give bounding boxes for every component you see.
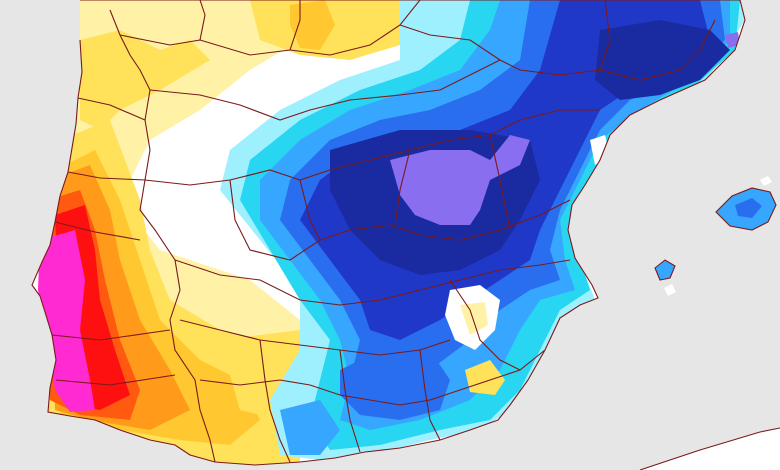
border-north-3 — [289, 0, 421, 56]
temperature-field — [38, 0, 776, 470]
north-africa-coast — [640, 428, 780, 470]
border-south-3 — [199, 369, 521, 406]
border-east-1 — [449, 279, 546, 371]
hot-zone-magenta-small-south — [60, 378, 82, 405]
border-mallorca — [715, 187, 777, 231]
border-central-1 — [149, 59, 501, 121]
border-north-4 — [399, 0, 611, 76]
border-central-6 — [489, 134, 511, 231]
cold-zone-sky-south — [280, 400, 340, 455]
border-portugal-internal-5 — [55, 374, 176, 386]
warm-zone-orange-patch-north — [290, 0, 335, 50]
border-south-6 — [419, 349, 441, 441]
cold-zone-navy-northeast — [595, 20, 730, 100]
coldest-zone-lavender-northeast — [725, 32, 740, 48]
formentera-island — [664, 284, 676, 296]
border-portugal-spain — [109, 9, 216, 463]
border-central-3 — [229, 179, 571, 261]
cold-zone-ibiza — [655, 260, 675, 280]
border-south-4 — [259, 339, 291, 463]
regional-borders — [31, 0, 780, 470]
border-central-5 — [394, 149, 411, 226]
border-south-1 — [174, 259, 571, 306]
border-portugal-internal-1 — [77, 97, 146, 121]
border-north-africa — [639, 427, 780, 470]
border-central-4 — [299, 179, 321, 241]
border-north-5 — [599, 19, 716, 81]
border-south-5 — [339, 349, 361, 453]
coastline-outline — [31, 0, 746, 466]
warm-zone-pale-yellow-southeast — [460, 302, 488, 335]
menorca-island — [760, 176, 772, 186]
border-ibiza — [654, 259, 676, 281]
border-portugal-internal-3 — [54, 221, 141, 241]
warm-zone-yellow-southeast — [465, 360, 505, 395]
border-south-2 — [179, 319, 451, 356]
border-portugal-internal-4 — [51, 329, 171, 341]
cold-zone-mallorca-core — [735, 198, 762, 218]
border-portugal-internal-2 — [67, 171, 146, 181]
